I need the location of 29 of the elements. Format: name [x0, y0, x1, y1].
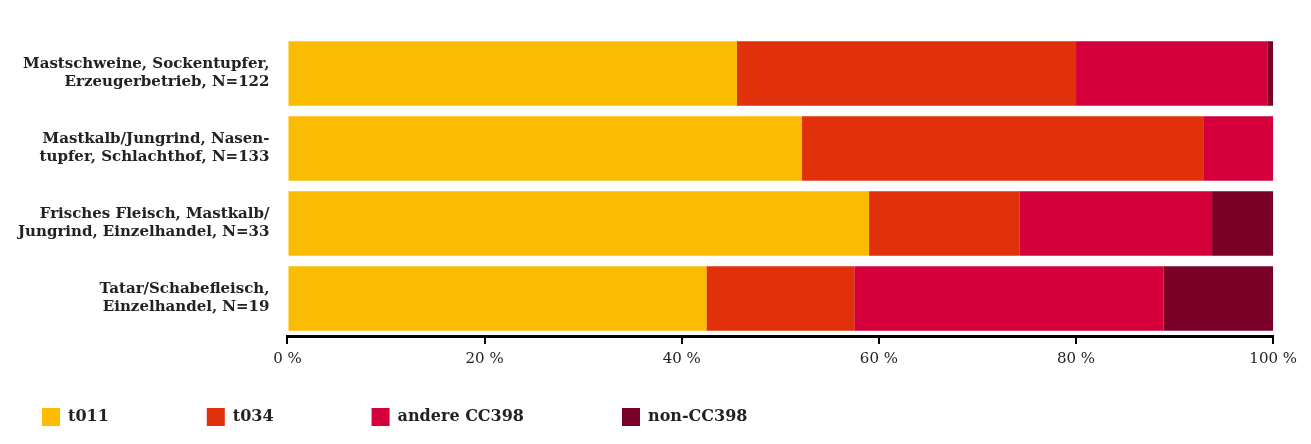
x-tick-label: 60 % — [859, 348, 898, 367]
bar — [706, 266, 855, 331]
bar — [1076, 41, 1268, 106]
bar — [869, 191, 1020, 256]
y-tick-label: Frisches Fleisch, Mastkalb/ Jungrind, Einzelhandel, N=33 — [15, 204, 270, 241]
x-tick-label: 40 % — [662, 348, 701, 367]
y-tick-label: Mastschweine, Sockentupfer, Erzeugerbetrieb, N=122 — [23, 54, 270, 91]
bar — [288, 116, 803, 181]
legend-label: t011 — [68, 406, 173, 426]
bar — [854, 266, 1164, 331]
bar — [288, 191, 870, 256]
bar — [1203, 116, 1274, 181]
bar — [288, 266, 707, 331]
x-tick-label: 20 % — [465, 348, 504, 367]
x-tick-label: 80 % — [1056, 348, 1096, 367]
legend-label: non-CC398 — [647, 406, 812, 426]
bar — [1163, 266, 1274, 331]
bar — [736, 41, 1077, 106]
bar — [288, 41, 737, 106]
bar — [1212, 191, 1274, 256]
legend-label: andere CC398 — [397, 406, 588, 426]
bar — [1267, 41, 1274, 106]
y-tick-label: Mastkalb/Jungrind, Nasen- tupfer, Schlachthof, N=133 — [39, 129, 270, 166]
bar — [802, 116, 1204, 181]
x-tick-label: 100 % — [1249, 348, 1297, 367]
x-tick-label: 0 % — [273, 348, 302, 367]
legend-label: t034 — [232, 406, 338, 426]
bar — [1019, 191, 1213, 256]
y-tick-label: Tatar/Schabefleisch, Einzelhandel, N=19 — [99, 279, 270, 316]
